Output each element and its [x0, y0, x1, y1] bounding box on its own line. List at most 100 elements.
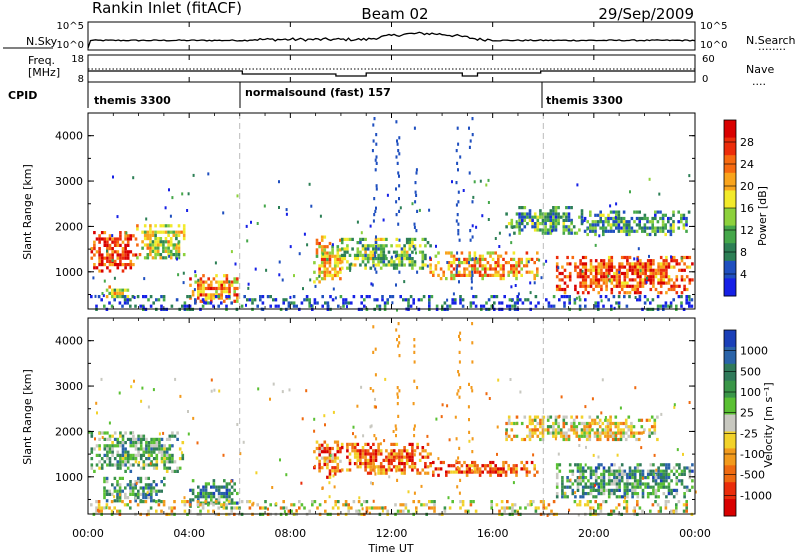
echo-cell [652, 268, 655, 272]
echo-cell [300, 503, 304, 507]
colorbar-tick-label: -1000 [740, 489, 772, 502]
echo-cell [571, 255, 575, 260]
echo-cell [523, 464, 526, 468]
echo-cell [217, 498, 221, 502]
echo-cell [163, 450, 166, 454]
echo-cell [612, 509, 616, 513]
echo-cell [159, 256, 163, 260]
echo-cell [562, 415, 566, 419]
echo-cell [225, 506, 228, 510]
echo-cell [605, 262, 608, 266]
echo-cell [579, 284, 582, 288]
echo-cell [539, 437, 542, 442]
echo-cell [570, 220, 573, 224]
echo-cell [688, 304, 691, 308]
echo-cell [124, 237, 127, 241]
echo-cell [210, 378, 213, 382]
echo-cell [411, 244, 414, 248]
echo-cell [267, 507, 269, 511]
echo-cell [132, 176, 135, 180]
echo-cell [416, 386, 419, 390]
echo-cell [136, 243, 139, 247]
echo-cell [108, 457, 112, 461]
echo-cell [489, 470, 492, 474]
echo-cell [417, 298, 421, 302]
echo-cell [628, 226, 631, 230]
echo-cell [177, 233, 181, 237]
echo-cell [428, 301, 431, 305]
echo-cell [178, 457, 182, 461]
echo-cell [395, 328, 398, 332]
echo-cell [473, 254, 477, 258]
echo-cell [489, 467, 492, 471]
echo-cell [116, 437, 120, 441]
echo-cell [126, 496, 130, 500]
echo-cell [155, 441, 159, 445]
echo-cell [126, 503, 129, 507]
echo-cell [430, 500, 434, 504]
echo-cell [683, 495, 686, 499]
echo-cell [502, 277, 505, 281]
echo-cell [578, 304, 582, 308]
echo-cell [392, 266, 396, 270]
echo-cell [499, 473, 503, 477]
echo-cell [658, 192, 661, 196]
echo-cell [594, 268, 598, 272]
echo-cell [685, 295, 688, 299]
echo-cell [106, 437, 109, 441]
echo-cell [672, 265, 676, 269]
echo-cell [143, 230, 147, 234]
echo-cell [458, 264, 461, 268]
echo-cell [100, 237, 104, 241]
echo-cell [373, 466, 376, 470]
echo-cell [313, 464, 316, 468]
echo-cell [639, 275, 642, 279]
echo-cell [155, 453, 159, 457]
echo-cell [155, 447, 159, 451]
echo-cell [599, 220, 602, 224]
echo-cell [531, 421, 534, 426]
echo-cell [589, 509, 592, 513]
echo-cell [524, 506, 527, 510]
echo-cell [387, 250, 391, 254]
echo-cell [609, 415, 612, 419]
echo-cell [619, 428, 623, 432]
echo-cell [204, 488, 208, 492]
echo-cell [93, 263, 96, 267]
nsearch-tick-top: 10^5 [700, 21, 727, 32]
echo-cell [379, 462, 383, 466]
echo-cell [147, 447, 151, 451]
echo-cell [386, 509, 389, 513]
echo-cell [661, 220, 665, 224]
echo-cell [450, 464, 453, 468]
echo-cell [320, 245, 324, 249]
echo-cell [172, 243, 176, 247]
echo-cell [654, 275, 658, 279]
echo-cell [111, 240, 114, 244]
echo-cell [108, 463, 112, 467]
echo-cell [328, 450, 332, 454]
echo-cell [163, 476, 166, 480]
echo-cell [610, 255, 614, 260]
echo-cell [664, 304, 668, 308]
echo-cell [174, 377, 177, 381]
echo-cell [176, 257, 178, 261]
echo-cell [242, 440, 245, 444]
echo-cell [233, 506, 236, 510]
echo-cell [395, 427, 398, 431]
echo-cell [340, 247, 344, 251]
echo-cell [574, 268, 577, 272]
colorbar-swatch [724, 260, 736, 279]
echo-cell [670, 259, 673, 263]
echo-cell [418, 244, 422, 248]
echo-cell [558, 278, 562, 282]
echo-cell [626, 488, 629, 492]
echo-cell [602, 226, 605, 230]
echo-cell [346, 266, 349, 270]
echo-cell [326, 475, 329, 479]
echo-cell [626, 485, 629, 489]
echo-cell [323, 245, 327, 249]
echo-cell [659, 509, 662, 513]
echo-cell [478, 257, 482, 261]
echo-cell [568, 262, 572, 266]
